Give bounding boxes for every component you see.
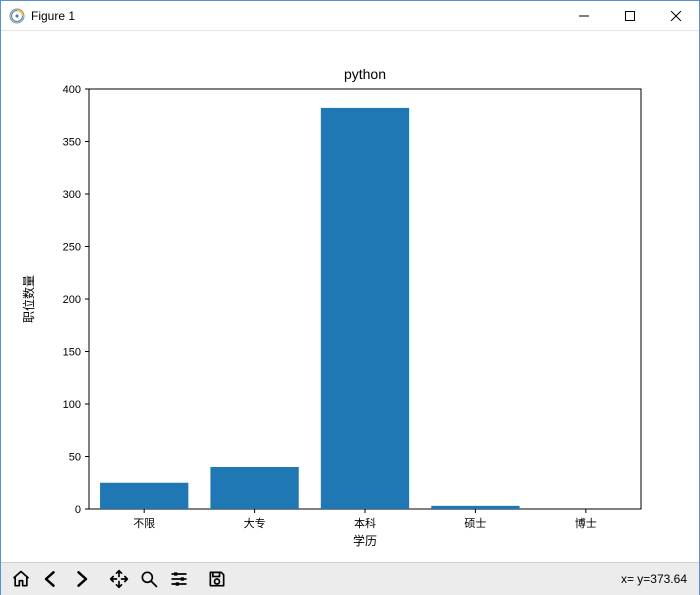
zoom-button[interactable] bbox=[135, 565, 163, 593]
svg-text:大专: 大专 bbox=[244, 516, 266, 530]
svg-text:150: 150 bbox=[63, 347, 81, 359]
svg-text:100: 100 bbox=[63, 399, 81, 411]
minimize-icon bbox=[579, 11, 589, 21]
svg-text:博士: 博士 bbox=[575, 517, 597, 530]
arrow-left-icon bbox=[41, 569, 61, 589]
back-button[interactable] bbox=[37, 565, 65, 593]
save-icon bbox=[207, 569, 227, 589]
x-axis-label: 学历 bbox=[353, 533, 377, 548]
svg-text:本科: 本科 bbox=[354, 516, 376, 530]
svg-text:50: 50 bbox=[69, 452, 81, 464]
window-title: Figure 1 bbox=[31, 9, 75, 23]
svg-text:400: 400 bbox=[63, 84, 81, 96]
maximize-button[interactable] bbox=[607, 1, 653, 31]
window-titlebar: Figure 1 bbox=[1, 1, 699, 31]
home-button[interactable] bbox=[7, 565, 35, 593]
svg-text:0: 0 bbox=[75, 504, 81, 516]
bar bbox=[431, 506, 519, 509]
cursor-readout: x= y=373.64 bbox=[621, 572, 693, 586]
app-icon bbox=[9, 8, 25, 24]
svg-text:350: 350 bbox=[63, 137, 81, 149]
bar bbox=[100, 483, 188, 509]
svg-text:200: 200 bbox=[63, 294, 81, 306]
sliders-icon bbox=[169, 569, 189, 589]
forward-button[interactable] bbox=[67, 565, 95, 593]
home-icon bbox=[11, 569, 31, 589]
maximize-icon bbox=[625, 11, 635, 21]
bar-chart: 0 50 100 150 200 250 300 350 400 不限 大专 本科 硕士 博士 python… bbox=[1, 31, 699, 562]
bar bbox=[210, 467, 298, 509]
matplotlib-toolbar: x= y=373.64 bbox=[1, 562, 699, 595]
svg-text:硕士: 硕士 bbox=[464, 517, 486, 530]
bar bbox=[321, 108, 409, 509]
svg-text:250: 250 bbox=[63, 242, 81, 254]
pan-button[interactable] bbox=[105, 565, 133, 593]
svg-text:不限: 不限 bbox=[133, 517, 155, 530]
arrow-right-icon bbox=[71, 569, 91, 589]
configure-subplots-button[interactable] bbox=[165, 565, 193, 593]
save-button[interactable] bbox=[203, 565, 231, 593]
close-button[interactable] bbox=[653, 1, 699, 31]
y-axis-label: 职位数量 bbox=[21, 275, 36, 323]
close-icon bbox=[671, 11, 681, 21]
zoom-icon bbox=[139, 569, 159, 589]
chart-title: python bbox=[344, 66, 386, 82]
svg-text:300: 300 bbox=[63, 189, 81, 201]
move-icon bbox=[109, 569, 129, 589]
minimize-button[interactable] bbox=[561, 1, 607, 31]
figure-canvas[interactable]: 0 50 100 150 200 250 300 350 400 不限 大专 本科 硕士 博士 python… bbox=[1, 31, 699, 562]
